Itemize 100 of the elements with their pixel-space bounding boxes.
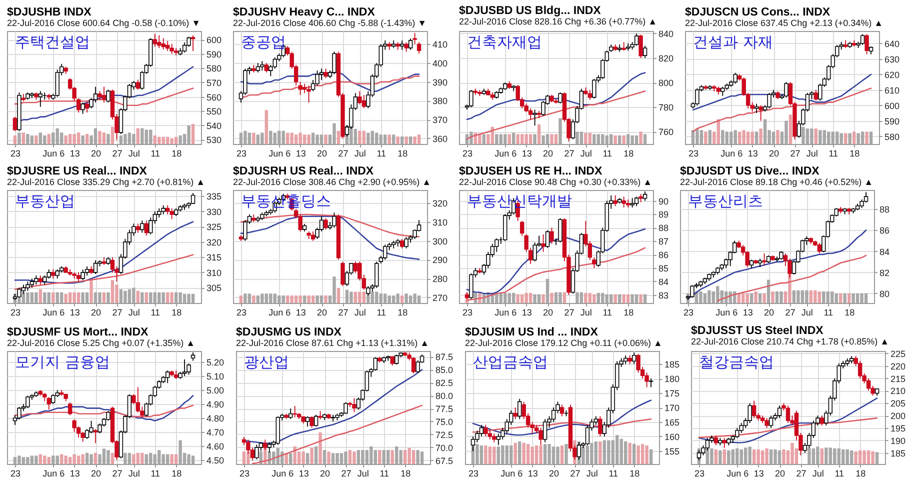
candlestick (400, 238, 404, 249)
y-tick-label: 75.0 (436, 416, 454, 427)
x-tick-label: 11 (602, 308, 612, 318)
chart-subtitle: 22-Jul-2016 Close 600.64 Chg -0.58 (-0.10%) ▼ (7, 18, 201, 28)
candlestick (340, 261, 345, 286)
candlestick (864, 34, 869, 55)
y-tick-label: 305 (206, 283, 222, 294)
x-tick-label: 27 (564, 308, 574, 318)
y-tick-label: 300 (432, 236, 448, 246)
candlestick (102, 86, 106, 103)
y-tick-label: 580 (884, 132, 900, 142)
line-series (466, 90, 646, 140)
candlestick (820, 415, 824, 426)
y-tick-label: 600 (206, 35, 222, 46)
candlestick (93, 428, 98, 444)
candlestick (305, 416, 310, 428)
candlestick (634, 33, 639, 46)
x-tick-label: Jun 6 (42, 468, 65, 478)
y-tick-label: 195 (890, 423, 906, 434)
annotation: 부동산리츠 (688, 192, 763, 210)
candlestick (324, 218, 328, 230)
candlestick (860, 34, 865, 46)
x-tick-label: Jun 6 (42, 308, 65, 318)
x-tick-label: 23 (236, 148, 246, 158)
y-tick-label: 210 (890, 386, 906, 396)
y-tick-label: 320 (432, 198, 448, 209)
x-tick-label: 20 (317, 148, 328, 158)
candlestick (642, 45, 648, 58)
candlestick (864, 192, 868, 204)
x-tick-label: 13 (296, 308, 306, 318)
candlestick (76, 272, 81, 282)
x-tick-label: 23 (694, 468, 704, 478)
x-tick-label: 13 (522, 148, 532, 158)
candlestick (416, 42, 422, 54)
y-tick-label: 310 (206, 268, 222, 278)
chart-subtitle: 22-Jul-2016 Close 179.12 Chg +0.11 (+0.06%) ▲ (465, 338, 662, 348)
x-tick-label: Jun 6 (500, 468, 523, 478)
candlestick (786, 405, 790, 424)
chart-title: $DJUSST US Steel INDX (691, 324, 824, 337)
y-tick-label: 84 (880, 246, 890, 257)
candlestick (754, 103, 759, 114)
y-tick-label: 540 (206, 120, 222, 131)
x-tick-label: 11 (824, 308, 834, 318)
x-tick-label: 23 (236, 308, 246, 318)
x-tick-label: 20 (91, 468, 102, 478)
candlestick (46, 396, 51, 410)
x-tick-label: 18 (630, 468, 640, 478)
x-tick-label: 27 (112, 308, 122, 318)
x-tick-label: Jun 6 (726, 468, 749, 478)
y-tick-label: 88 (658, 223, 669, 234)
candlestick (690, 284, 694, 298)
candlestick (332, 51, 336, 75)
candlestick (190, 192, 196, 204)
annotation: 산업금속업 (473, 353, 548, 371)
candlestick (532, 109, 537, 126)
y-tick-label: 165 (664, 417, 680, 428)
x-tick-label: Jul (128, 308, 140, 318)
chart-title: $DJUSRH US Real... INDX (233, 166, 374, 178)
y-tick-label: 325 (206, 222, 222, 232)
candlestick (390, 356, 394, 366)
candlestick (26, 395, 30, 409)
x-tick-label: Jul (586, 468, 598, 478)
annotation: 건설과 자재 (693, 33, 773, 51)
candlestick (768, 415, 774, 428)
candlestick (310, 416, 314, 428)
x-tick-label: Jul (580, 308, 592, 318)
x-tick-label: Jul (354, 308, 366, 318)
candlestick (642, 190, 648, 202)
y-tick-label: 4.80 (206, 413, 224, 424)
annotation: 부동산업 (15, 192, 75, 210)
x-tick-label: 27 (112, 148, 122, 158)
x-tick-label: 13 (528, 468, 538, 478)
candlestick (866, 378, 871, 392)
x-tick-label: 11 (828, 148, 838, 158)
chart-subtitle: 22-Jul-2016 Close 5.25 Chg +0.07 (+1.35%) ▲ (7, 338, 196, 348)
x-tick-label: 13 (522, 308, 532, 318)
x-tick-label: 11 (376, 308, 386, 318)
y-tick-label: 175 (664, 388, 680, 399)
candlestick (182, 42, 187, 53)
candlestick (136, 79, 140, 90)
y-tick-label: 550 (206, 106, 222, 117)
candlestick (34, 275, 38, 286)
y-tick-label: 290 (432, 255, 448, 266)
line-series (466, 72, 646, 120)
y-tick-label: 70.0 (436, 442, 454, 453)
y-tick-label: 630 (884, 54, 900, 64)
y-tick-label: 360 (432, 134, 448, 144)
x-tick-label: 20 (91, 148, 102, 158)
candlestick (272, 56, 277, 70)
chart-subtitle: 22-Jul-2016 Close 335.29 Chg +2.70 (+0.81%) ▲ (7, 177, 206, 187)
candlestick (46, 268, 51, 280)
candlestick (324, 68, 328, 79)
x-tick-label: 27 (112, 468, 122, 478)
x-tick-label: 11 (150, 308, 160, 318)
x-tick-label: 27 (790, 148, 800, 158)
x-tick-label: 23 (239, 468, 250, 478)
y-tick-label: 610 (884, 85, 900, 96)
x-tick-label: 27 (564, 148, 574, 158)
y-tick-label: 5.00 (206, 386, 224, 396)
line-series (692, 74, 872, 111)
